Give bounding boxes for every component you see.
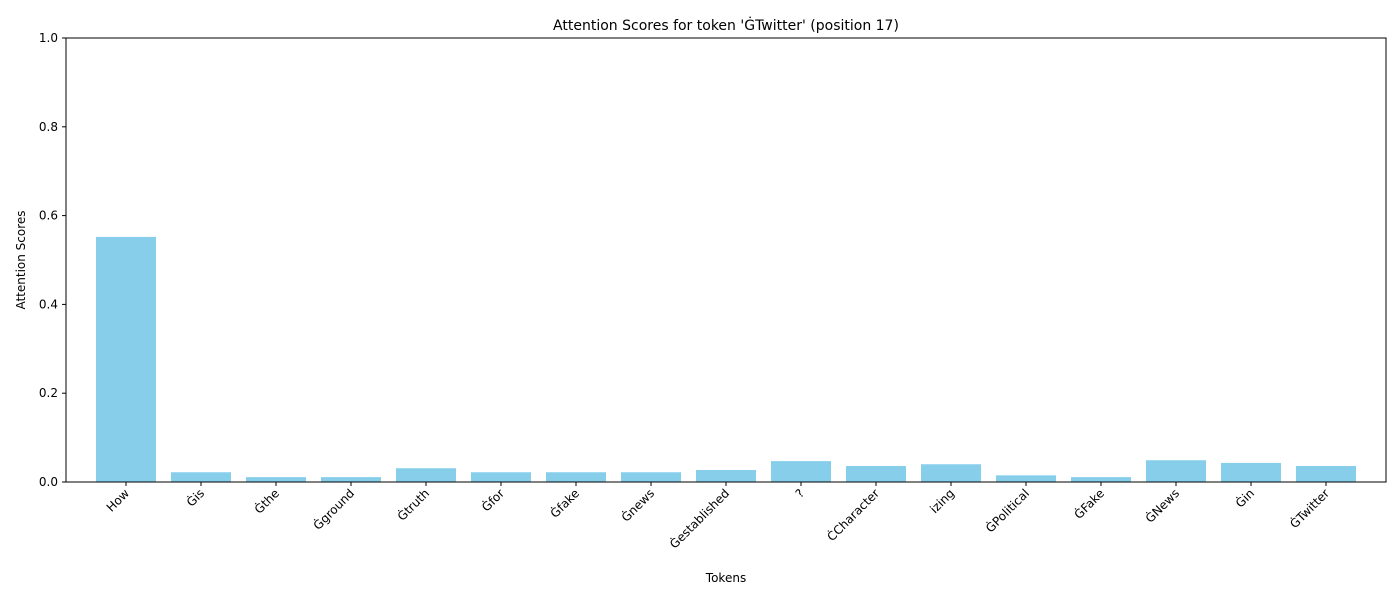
y-tick-label: 0.0 <box>39 475 58 489</box>
bar <box>321 477 381 482</box>
x-ticks-group: How Ġis Ġthe Ġground Ġtruth Ġfor Ġfake Ġnews Ġes… <box>104 482 1332 551</box>
x-tick-label: Ġnews <box>617 485 657 525</box>
bar <box>246 477 306 482</box>
bar <box>1296 466 1356 482</box>
x-tick-label: ĊCharacter <box>823 485 882 544</box>
x-tick-label: izing <box>927 486 957 516</box>
x-tick-label: Ġis <box>182 485 207 510</box>
plot-frame <box>65 37 1387 483</box>
bars-group <box>96 236 1356 482</box>
bar <box>1146 460 1206 482</box>
x-tick-label: Ġthe <box>250 485 282 517</box>
y-tick-label: 0.6 <box>39 209 58 223</box>
x-tick-label: Ġfake <box>546 485 582 521</box>
x-tick-label: How <box>104 486 133 515</box>
chart-title: Attention Scores for token 'ĠTwitter' (p… <box>553 16 899 34</box>
x-tick-label: ĠFake <box>1070 485 1107 522</box>
bar <box>396 468 456 482</box>
y-axis-label: Attention Scores <box>14 210 28 309</box>
y-tick-label: 1.0 <box>39 31 58 45</box>
bar <box>846 466 906 482</box>
x-tick-label: ? <box>793 486 807 500</box>
x-tick-label: ĠPolitical <box>982 485 1033 536</box>
x-tick-label: Ġestablished <box>666 485 733 552</box>
bar <box>996 475 1056 482</box>
x-tick-label: Ġin <box>1231 485 1257 511</box>
bar <box>921 464 981 482</box>
bar <box>546 472 606 482</box>
y-tick-label: 0.4 <box>39 297 58 311</box>
x-tick-label: Ġground <box>309 485 357 533</box>
x-tick-label: ĠNews <box>1141 485 1182 526</box>
x-axis-label: Tokens <box>705 571 746 585</box>
bar <box>621 472 681 482</box>
y-tick-label: 0.8 <box>39 120 58 134</box>
bar <box>171 472 231 482</box>
bar <box>471 472 531 482</box>
y-ticks-group: 0.0 0.2 0.4 0.6 0.8 1.0 <box>39 31 66 489</box>
x-tick-label: Ġfor <box>478 485 508 515</box>
y-tick-label: 0.2 <box>39 386 58 400</box>
bar <box>1071 477 1131 482</box>
x-tick-label: ĠTwitter <box>1286 485 1332 531</box>
x-tick-label: Ġtruth <box>393 485 432 524</box>
bar <box>1221 462 1281 482</box>
bar <box>696 470 756 482</box>
bar <box>96 236 156 482</box>
bar <box>771 461 831 482</box>
